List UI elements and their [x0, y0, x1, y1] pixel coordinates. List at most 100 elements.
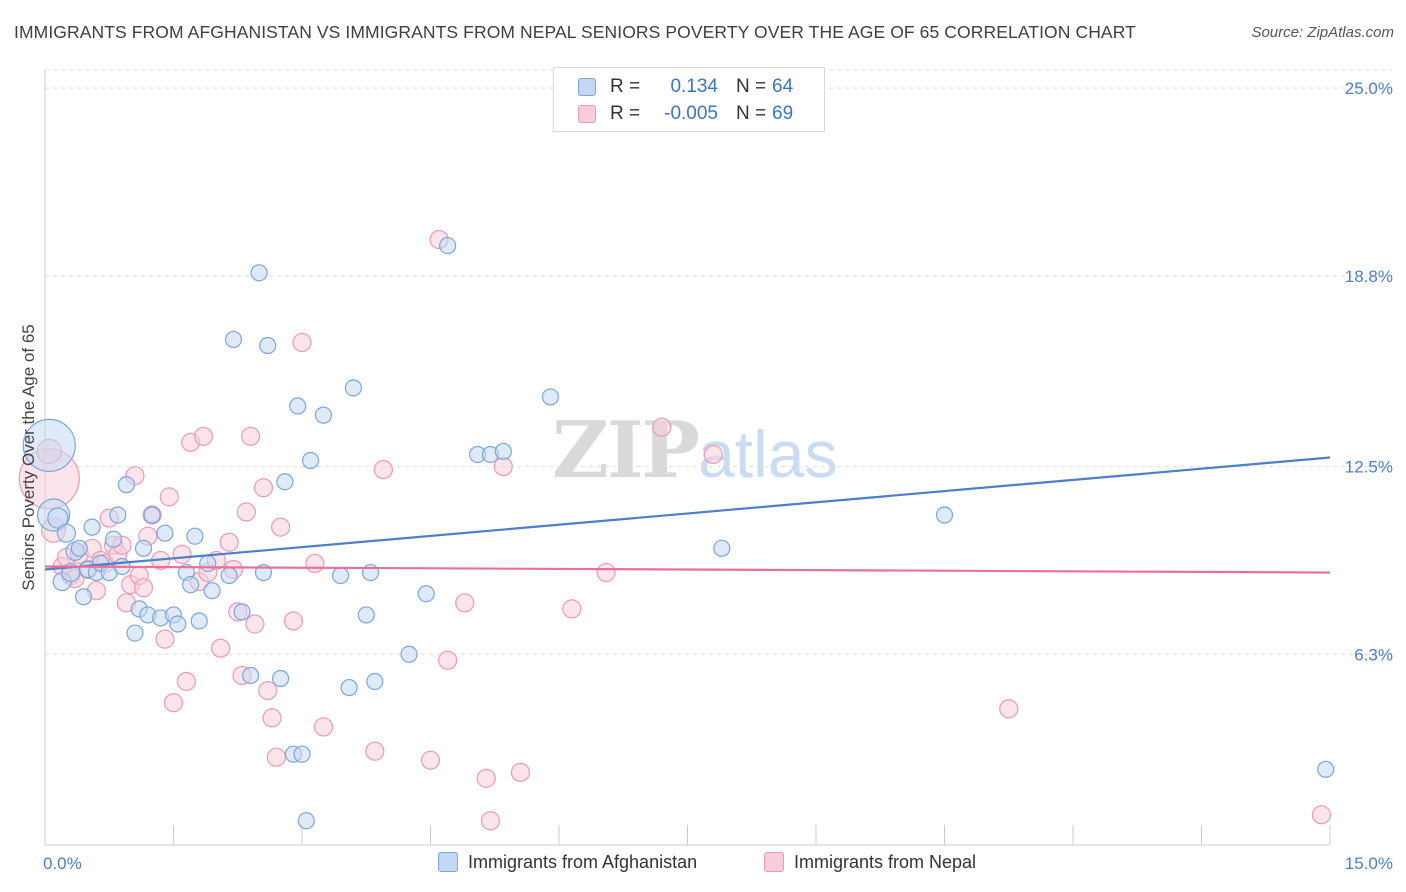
afghanistan-point — [301, 451, 320, 470]
bottom-legend-nepal: Immigrants from Nepal — [764, 852, 976, 873]
nepal-point — [253, 478, 274, 498]
afghanistan-point — [439, 236, 457, 255]
afghanistan-point — [242, 666, 260, 685]
afghanistan-point — [156, 524, 174, 542]
nepal-point — [373, 460, 393, 480]
afghanistan-point — [250, 264, 268, 282]
legend-swatch-nepal — [578, 105, 596, 123]
afghanistan-point — [366, 672, 384, 691]
afghanistan-point — [400, 645, 418, 663]
y-tick-label: 18.8% — [1345, 267, 1393, 286]
chart-title: IMMIGRANTS FROM AFGHANISTAN VS IMMIGRANT… — [14, 22, 1136, 42]
afghanistan-point — [74, 588, 93, 606]
correlation-legend: R = 0.134 N = 64 R = -0.005 N = 69 — [553, 67, 825, 132]
afghanistan-point — [47, 507, 69, 529]
legend-n-value: 69 — [772, 103, 794, 124]
afghanistan-point — [331, 566, 350, 585]
bottom-legend-swatch-afghanistan — [438, 852, 458, 872]
afghanistan-point — [276, 473, 294, 491]
afghanistan-point — [935, 506, 954, 524]
legend-n-label: N = — [736, 76, 767, 97]
nepal-point — [266, 747, 286, 767]
nepal-point — [133, 578, 154, 598]
nepal-point — [193, 426, 214, 446]
nepal-point — [236, 502, 256, 522]
afghanistan-point — [134, 539, 153, 557]
afghanistan-point — [169, 615, 187, 633]
afghanistan-point — [199, 554, 217, 573]
afghanistan-point — [297, 812, 315, 830]
nepal-point — [493, 456, 513, 477]
nepal-point — [219, 532, 239, 552]
nepal-point — [258, 681, 278, 701]
nepal-point — [262, 708, 282, 728]
nepal-point — [480, 811, 501, 831]
x-tick-label: 0.0% — [43, 854, 82, 873]
afghanistan-point — [70, 539, 88, 557]
y-tick-label: 6.3% — [1354, 645, 1393, 664]
nepal-point — [211, 638, 231, 658]
nepal-point — [596, 562, 616, 583]
series-afghanistan-points — [22, 236, 1335, 830]
afghanistan-point — [182, 576, 200, 594]
afghanistan-point — [190, 612, 208, 630]
afghanistan-point — [259, 336, 277, 355]
afghanistan-point — [126, 624, 144, 642]
afghanistan-point — [186, 527, 204, 545]
nepal-point — [176, 671, 196, 692]
y-axis-label: Seniors Poverty Over the Age of 65 — [19, 324, 38, 590]
afghanistan-point — [541, 388, 560, 406]
tick-labels: 6.3% 12.5% 18.8% 25.0% 0.0% 15.0% Seniors Pove… — [19, 79, 1393, 873]
y-tick-label: 12.5% — [1345, 458, 1393, 477]
legend-r-label: R = — [610, 76, 641, 97]
nepal-point — [438, 650, 458, 670]
nepal-point — [159, 487, 179, 507]
bottom-legend-afghanistan: Immigrants from Afghanistan — [438, 852, 697, 873]
afghanistan-point — [344, 379, 362, 397]
nepal-point — [999, 699, 1019, 719]
afghanistan-point — [203, 582, 221, 600]
nepal-point — [270, 517, 291, 537]
afghanistan-point — [224, 330, 243, 349]
nepal-point — [155, 629, 175, 649]
afghanistan-point — [713, 539, 731, 557]
legend-n-value: 64 — [772, 76, 794, 97]
legend-swatch-afghanistan — [578, 78, 596, 96]
bottom-legend-swatch-nepal — [764, 852, 784, 872]
bottom-legend-label-nepal: Immigrants from Nepal — [794, 852, 977, 872]
afghanistan-point — [56, 523, 77, 543]
afghanistan-point — [417, 585, 435, 603]
legend-r-value: -0.005 — [664, 103, 718, 124]
nepal-point — [455, 593, 475, 613]
nepal-point — [241, 426, 261, 446]
afghanistan-point — [340, 678, 358, 697]
nepal-point — [652, 417, 672, 437]
afghanistan-point — [494, 442, 512, 461]
series-nepal-points — [18, 90, 1332, 831]
afghanistan-point — [220, 566, 238, 585]
afghanistan-point — [289, 397, 307, 415]
afghanistan-point — [1317, 760, 1335, 778]
nepal-point — [703, 444, 723, 465]
afghanistan-trend-line — [44, 456, 1331, 571]
afghanistan-point — [22, 418, 76, 472]
nepal-point — [476, 768, 496, 788]
zipatlas-watermark: ZIPatlas — [552, 405, 838, 496]
nepal-point — [562, 599, 582, 619]
nepal-point — [163, 693, 184, 713]
nepal-trend-line — [44, 565, 1331, 574]
afghanistan-point — [117, 476, 135, 494]
nepal-point — [510, 762, 531, 782]
nepal-point — [245, 614, 265, 634]
afghanistan-point — [143, 506, 161, 524]
nepal-point — [420, 750, 441, 770]
nepal-point — [172, 544, 192, 564]
nepal-point — [365, 741, 385, 761]
bottom-legend-label-afghanistan: Immigrants from Afghanistan — [468, 852, 698, 872]
nepal-point — [1311, 805, 1332, 825]
afghanistan-point — [233, 603, 251, 621]
watermark-zip: ZIP — [552, 405, 700, 496]
afghanistan-point — [109, 506, 127, 524]
nepal-point — [305, 553, 325, 574]
